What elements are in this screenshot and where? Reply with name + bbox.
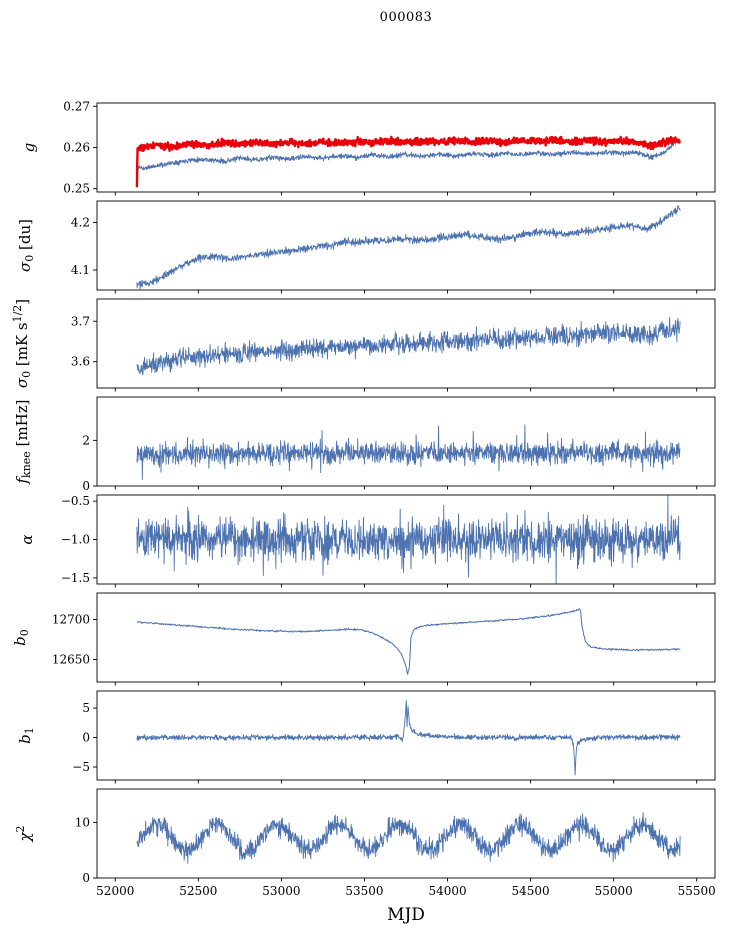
panel-sigma0-du: 4.1 4.2 σ0 [du] xyxy=(16,200,716,294)
ytick-label: 10 xyxy=(75,815,90,829)
panel-frame xyxy=(96,690,716,781)
ytick-label: 3.6 xyxy=(71,355,90,369)
ytick-label: 0.25 xyxy=(63,182,90,196)
ytick-label: 4.2 xyxy=(71,215,90,229)
xtick-label: 54000 xyxy=(428,884,466,898)
ylabel-fknee: fknee [mHz] xyxy=(13,399,33,484)
xtick-label: 52000 xyxy=(96,884,134,898)
ytick-label: 0.27 xyxy=(63,99,90,113)
ytick-label: 0.26 xyxy=(63,141,90,155)
series-b0 xyxy=(136,608,681,675)
panel-b1: −5 0 5 b1 xyxy=(16,690,716,784)
series-fknee xyxy=(136,424,681,481)
series-sigma0-du xyxy=(136,205,681,290)
panel-frame xyxy=(96,396,716,487)
ytick-label: 3.7 xyxy=(71,314,90,328)
panel-fknee: 0 2 fknee [mHz] xyxy=(13,396,716,493)
ytick-label: 0 xyxy=(82,479,90,493)
panel-frame xyxy=(96,200,716,291)
ytick-label: −1.5 xyxy=(61,571,90,585)
panel-b0: 12650 12700 b0 xyxy=(11,592,716,686)
ylabel-alpha: α xyxy=(18,534,36,544)
ytick-label: −1.0 xyxy=(61,533,90,547)
ytick-label: −5 xyxy=(72,760,90,774)
ytick-label: 12650 xyxy=(52,653,90,667)
xtick-label: 53500 xyxy=(345,884,383,898)
ytick-label: 0 xyxy=(82,731,90,745)
series-g-smoothed xyxy=(135,135,681,188)
ylabel-g: g xyxy=(20,143,38,153)
ylabel-chi2: χ2 xyxy=(14,825,34,842)
xtick-label: 53000 xyxy=(262,884,300,898)
xtick-label: 54500 xyxy=(512,884,550,898)
ytick-label: 2 xyxy=(82,433,90,447)
ytick-label: −0.5 xyxy=(61,494,90,508)
xtick-label: 52500 xyxy=(179,884,217,898)
panel-frame xyxy=(96,102,716,193)
xtick-label: 55000 xyxy=(595,884,633,898)
series-alpha xyxy=(136,494,681,585)
series-sigma0-mk xyxy=(136,317,681,376)
ylabel-sigma0-du: σ0 [du] xyxy=(16,219,36,272)
series-g-raw xyxy=(136,138,681,187)
series-chi2 xyxy=(136,812,681,864)
ytick-label: 0 xyxy=(82,871,90,885)
panel-g: 0.25 0.26 0.27 g xyxy=(20,99,716,196)
figure-title: 000083 xyxy=(379,10,433,25)
panel-frame xyxy=(96,298,716,389)
ylabel-b0: b0 xyxy=(11,629,31,646)
x-axis-label: MJD xyxy=(387,905,425,925)
panel-alpha: −1.5 −1.0 −0.5 α xyxy=(18,494,716,588)
ytick-label: 4.1 xyxy=(71,263,90,277)
xtick-label: 55500 xyxy=(678,884,716,898)
series-b1 xyxy=(136,699,681,776)
ylabel-b1: b1 xyxy=(16,727,36,744)
panel-frame xyxy=(96,592,716,683)
ylabel-sigma0-mk: σ0 [mK s1/2] xyxy=(11,299,33,388)
panel-chi2: 0 10 52000 52500 53000 53500 54000 54500 55000 55… xyxy=(14,788,716,898)
ytick-label: 12700 xyxy=(52,612,90,626)
panel-sigma0-mk: 3.6 3.7 σ0 [mK s1/2] xyxy=(11,298,716,392)
ytick-label: 5 xyxy=(82,701,90,715)
panel-frame xyxy=(96,788,716,879)
